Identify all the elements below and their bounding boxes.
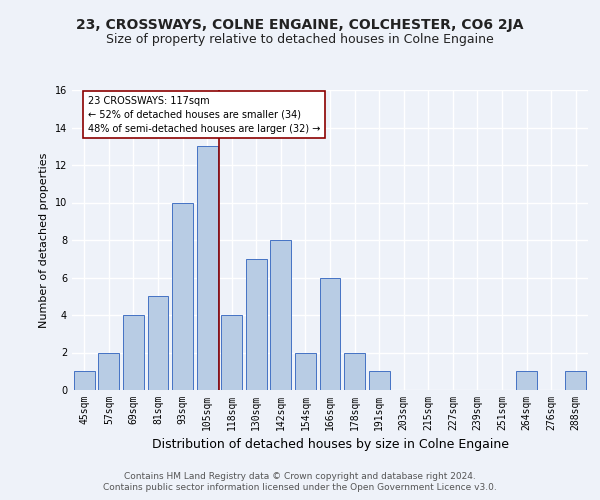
Bar — [565, 371, 586, 390]
Bar — [172, 202, 193, 390]
Bar — [74, 371, 95, 390]
X-axis label: Distribution of detached houses by size in Colne Engaine: Distribution of detached houses by size … — [151, 438, 509, 452]
Bar — [344, 352, 365, 390]
Bar — [123, 315, 144, 390]
Bar — [148, 296, 169, 390]
Text: 23, CROSSWAYS, COLNE ENGAINE, COLCHESTER, CO6 2JA: 23, CROSSWAYS, COLNE ENGAINE, COLCHESTER… — [76, 18, 524, 32]
Bar — [221, 315, 242, 390]
Y-axis label: Number of detached properties: Number of detached properties — [39, 152, 49, 328]
Bar — [516, 371, 537, 390]
Bar — [320, 278, 340, 390]
Text: Contains HM Land Registry data © Crown copyright and database right 2024.
Contai: Contains HM Land Registry data © Crown c… — [103, 472, 497, 492]
Bar — [246, 259, 267, 390]
Bar — [197, 146, 218, 390]
Bar — [295, 352, 316, 390]
Text: 23 CROSSWAYS: 117sqm
← 52% of detached houses are smaller (34)
48% of semi-detac: 23 CROSSWAYS: 117sqm ← 52% of detached h… — [88, 96, 320, 134]
Bar — [368, 371, 389, 390]
Text: Size of property relative to detached houses in Colne Engaine: Size of property relative to detached ho… — [106, 32, 494, 46]
Bar — [98, 352, 119, 390]
Bar — [271, 240, 292, 390]
